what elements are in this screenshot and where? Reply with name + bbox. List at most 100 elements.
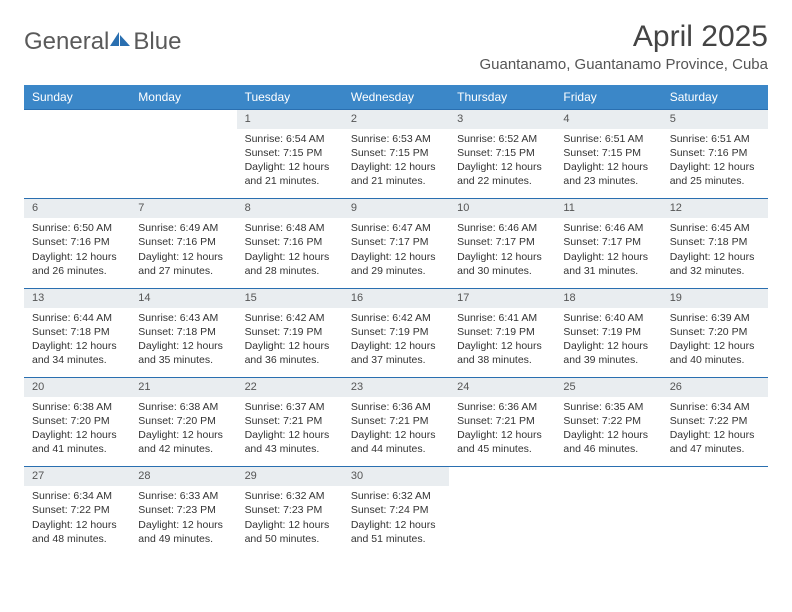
day-number-cell [130, 110, 236, 129]
day2-text: and 34 minutes. [32, 353, 122, 367]
day-number-cell [555, 467, 661, 486]
sunrise-text: Sunrise: 6:41 AM [457, 311, 547, 325]
sunset-text: Sunset: 7:18 PM [32, 325, 122, 339]
week-content-row: Sunrise: 6:34 AMSunset: 7:22 PMDaylight:… [24, 486, 768, 556]
sunrise-text: Sunrise: 6:36 AM [457, 400, 547, 414]
week-daynum-row: 12345 [24, 110, 768, 129]
day-content-cell: Sunrise: 6:39 AMSunset: 7:20 PMDaylight:… [662, 308, 768, 378]
day-content-cell: Sunrise: 6:50 AMSunset: 7:16 PMDaylight:… [24, 218, 130, 288]
day-content-cell: Sunrise: 6:34 AMSunset: 7:22 PMDaylight:… [662, 397, 768, 467]
day2-text: and 49 minutes. [138, 532, 228, 546]
day-content-cell: Sunrise: 6:32 AMSunset: 7:24 PMDaylight:… [343, 486, 449, 556]
day2-text: and 21 minutes. [245, 174, 335, 188]
week-daynum-row: 6789101112 [24, 199, 768, 218]
sunset-text: Sunset: 7:15 PM [563, 146, 653, 160]
day-content-cell: Sunrise: 6:48 AMSunset: 7:16 PMDaylight:… [237, 218, 343, 288]
week-daynum-row: 13141516171819 [24, 288, 768, 307]
day1-text: Daylight: 12 hours [457, 160, 547, 174]
day-number-cell: 14 [130, 288, 236, 307]
sunrise-text: Sunrise: 6:44 AM [32, 311, 122, 325]
day-number-cell: 30 [343, 467, 449, 486]
day2-text: and 31 minutes. [563, 264, 653, 278]
day2-text: and 25 minutes. [670, 174, 760, 188]
day1-text: Daylight: 12 hours [138, 250, 228, 264]
day1-text: Daylight: 12 hours [245, 339, 335, 353]
day-content-cell: Sunrise: 6:46 AMSunset: 7:17 PMDaylight:… [555, 218, 661, 288]
day1-text: Daylight: 12 hours [351, 339, 441, 353]
day2-text: and 39 minutes. [563, 353, 653, 367]
day-number-cell: 29 [237, 467, 343, 486]
day-header: Thursday [449, 85, 555, 110]
day-content-cell: Sunrise: 6:51 AMSunset: 7:15 PMDaylight:… [555, 129, 661, 199]
sunset-text: Sunset: 7:15 PM [351, 146, 441, 160]
sunrise-text: Sunrise: 6:52 AM [457, 132, 547, 146]
sunset-text: Sunset: 7:20 PM [138, 414, 228, 428]
day-number-cell: 7 [130, 199, 236, 218]
day-number-cell: 19 [662, 288, 768, 307]
sunset-text: Sunset: 7:17 PM [457, 235, 547, 249]
day-number-cell: 25 [555, 378, 661, 397]
sunset-text: Sunset: 7:19 PM [563, 325, 653, 339]
sunrise-text: Sunrise: 6:46 AM [563, 221, 653, 235]
sunset-text: Sunset: 7:18 PM [138, 325, 228, 339]
day2-text: and 30 minutes. [457, 264, 547, 278]
day-content-cell: Sunrise: 6:43 AMSunset: 7:18 PMDaylight:… [130, 308, 236, 378]
sunrise-text: Sunrise: 6:51 AM [563, 132, 653, 146]
sunrise-text: Sunrise: 6:34 AM [32, 489, 122, 503]
sunrise-text: Sunrise: 6:33 AM [138, 489, 228, 503]
day-content-cell: Sunrise: 6:45 AMSunset: 7:18 PMDaylight:… [662, 218, 768, 288]
day-content-cell: Sunrise: 6:44 AMSunset: 7:18 PMDaylight:… [24, 308, 130, 378]
day2-text: and 43 minutes. [245, 442, 335, 456]
day-number-cell: 23 [343, 378, 449, 397]
month-title: April 2025 [479, 20, 768, 54]
day-content-cell: Sunrise: 6:52 AMSunset: 7:15 PMDaylight:… [449, 129, 555, 199]
day-number-cell: 10 [449, 199, 555, 218]
day1-text: Daylight: 12 hours [457, 339, 547, 353]
sunset-text: Sunset: 7:23 PM [138, 503, 228, 517]
day-number-cell: 16 [343, 288, 449, 307]
day-content-cell [662, 486, 768, 556]
day-number-cell: 15 [237, 288, 343, 307]
day-number-cell: 20 [24, 378, 130, 397]
day1-text: Daylight: 12 hours [245, 160, 335, 174]
day1-text: Daylight: 12 hours [351, 160, 441, 174]
logo-sail-icon [109, 31, 131, 47]
week-daynum-row: 27282930 [24, 467, 768, 486]
day-number-cell: 13 [24, 288, 130, 307]
day1-text: Daylight: 12 hours [670, 250, 760, 264]
day-content-cell: Sunrise: 6:42 AMSunset: 7:19 PMDaylight:… [237, 308, 343, 378]
day-header: Monday [130, 85, 236, 110]
day-number-cell: 11 [555, 199, 661, 218]
day-content-cell: Sunrise: 6:37 AMSunset: 7:21 PMDaylight:… [237, 397, 343, 467]
sunset-text: Sunset: 7:15 PM [245, 146, 335, 160]
day-content-cell: Sunrise: 6:33 AMSunset: 7:23 PMDaylight:… [130, 486, 236, 556]
day-number-cell: 4 [555, 110, 661, 129]
day-number-cell: 5 [662, 110, 768, 129]
sunset-text: Sunset: 7:16 PM [245, 235, 335, 249]
sunrise-text: Sunrise: 6:38 AM [138, 400, 228, 414]
day-number-cell: 28 [130, 467, 236, 486]
day-content-cell [555, 486, 661, 556]
day-header: Saturday [662, 85, 768, 110]
day-content-cell: Sunrise: 6:42 AMSunset: 7:19 PMDaylight:… [343, 308, 449, 378]
sunset-text: Sunset: 7:16 PM [670, 146, 760, 160]
day-number-cell: 6 [24, 199, 130, 218]
day1-text: Daylight: 12 hours [457, 250, 547, 264]
sunrise-text: Sunrise: 6:51 AM [670, 132, 760, 146]
sunrise-text: Sunrise: 6:46 AM [457, 221, 547, 235]
day2-text: and 38 minutes. [457, 353, 547, 367]
sunrise-text: Sunrise: 6:42 AM [351, 311, 441, 325]
day-number-cell: 1 [237, 110, 343, 129]
day2-text: and 42 minutes. [138, 442, 228, 456]
day-number-cell: 18 [555, 288, 661, 307]
sunrise-text: Sunrise: 6:47 AM [351, 221, 441, 235]
day2-text: and 48 minutes. [32, 532, 122, 546]
day1-text: Daylight: 12 hours [563, 160, 653, 174]
day-number-cell [662, 467, 768, 486]
sunrise-text: Sunrise: 6:42 AM [245, 311, 335, 325]
day2-text: and 35 minutes. [138, 353, 228, 367]
day-content-cell [449, 486, 555, 556]
day1-text: Daylight: 12 hours [457, 428, 547, 442]
day1-text: Daylight: 12 hours [32, 428, 122, 442]
sunrise-text: Sunrise: 6:32 AM [351, 489, 441, 503]
